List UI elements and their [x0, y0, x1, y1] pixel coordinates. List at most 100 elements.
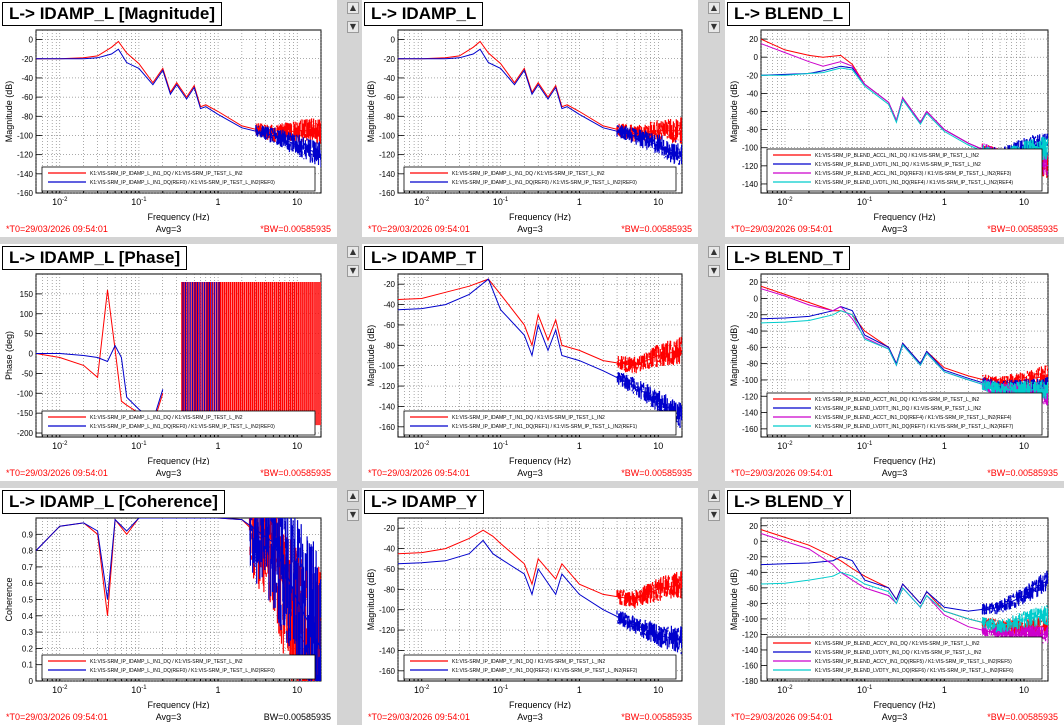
- plot-area[interactable]: 150 100 50 0 -50 -100 -150 -200 10-2 10-1 1 10 Frequ…: [0, 244, 337, 465]
- x-tick-label: 10-1: [857, 685, 873, 695]
- x-tick-label: 10: [653, 441, 663, 451]
- plot-area[interactable]: -20 -40 -60 -80 -100 -120 -140 -160 10-2 10-1 1 10 F…: [362, 488, 698, 709]
- plot-area[interactable]: 20 0 -20 -40 -60 -80 -100 -120 -140 -160 -180 10-2 1…: [725, 488, 1064, 709]
- plot-panel[interactable]: L-> IDAMP_L [Magnitude] 0 -20 -40 -60 -80 -100…: [0, 0, 337, 237]
- plot-footer: *T0=29/03/2026 09:54:01 Avg=3 *BW=0.0058…: [362, 711, 698, 725]
- plot-area[interactable]: 20 0 -20 -40 -60 -80 -100 -120 -140 10-2 10-1 1 10 Fr…: [725, 0, 1064, 221]
- y-tick-label: -50: [21, 369, 33, 378]
- series-line: [398, 278, 682, 367]
- legend: K1:VIS-SRM_IP_IDAMP_T_IN1_DQ / K1:VIS-SR…: [403, 410, 677, 436]
- y-axis-label: Magnitude (dB): [4, 81, 14, 143]
- t0-timestamp: *T0=29/03/2026 09:54:01: [6, 468, 108, 478]
- x-tick-label: 10-2: [52, 685, 68, 695]
- y-tick-label: -120: [742, 392, 759, 401]
- t0-timestamp: *T0=29/03/2026 09:54:01: [731, 224, 833, 234]
- bandwidth: *BW=0.00585935: [621, 224, 692, 234]
- y-tick-label: -40: [383, 74, 395, 83]
- plot-footer: *T0=29/03/2026 09:54:01 Avg=3 *BW=0.0058…: [725, 223, 1064, 237]
- plot-area[interactable]: 20 0 -20 -40 -60 -80 -100 -120 -140 -160 10-2 10-1 1…: [725, 244, 1064, 465]
- scroll-up-button[interactable]: ▲: [708, 246, 720, 258]
- scroll-down-button[interactable]: ▼: [708, 265, 720, 277]
- plot-footer: *T0=29/03/2026 09:54:01 Avg=3 *BW=0.0058…: [362, 223, 698, 237]
- plot-title: L-> IDAMP_L: [364, 2, 484, 26]
- legend-entry: K1:VIS-SRM_IP_BLEND_ACCL_IN1_DQ / K1:VIS…: [815, 153, 979, 159]
- plot-panel[interactable]: L-> IDAMP_L [Phase] 150 100 50 0 -50 -100 -150 -…: [0, 244, 337, 481]
- legend-entry: K1:VIS-SRM_IP_BLEND_LVDTL_IN1_DQ / K1:VI…: [815, 162, 981, 168]
- bandwidth: *BW=0.00585935: [987, 712, 1058, 722]
- y-tick-label: -160: [379, 189, 396, 198]
- plot-area[interactable]: -20 -40 -60 -80 -100 -120 -140 -160 10-2 10-1 1 10 F…: [362, 244, 698, 465]
- x-tick-label: 10: [653, 685, 663, 695]
- plot-title: L-> IDAMP_T: [364, 246, 484, 270]
- scroll-down-button[interactable]: ▼: [708, 21, 720, 33]
- legend: K1:VIS-SRM_IP_IDAMP_L_IN1_DQ / K1:VIS-SR…: [41, 166, 316, 192]
- y-axis-label: Magnitude (dB): [729, 569, 739, 631]
- legend-entry: K1:VIS-SRM_IP_IDAMP_L_IN1_DQ / K1:VIS-SR…: [90, 171, 243, 177]
- panel-separator: [337, 0, 362, 725]
- y-tick-label: -80: [746, 599, 758, 608]
- legend: K1:VIS-SRM_IP_IDAMP_L_IN1_DQ / K1:VIS-SR…: [41, 654, 316, 680]
- y-tick-label: -40: [746, 89, 758, 98]
- legend-entry: K1:VIS-SRM_IP_BLEND_ACCY_IN1_DQ(REF5) / …: [815, 659, 1012, 665]
- y-tick-label: -60: [383, 321, 395, 330]
- y-tick-label: -20: [746, 311, 758, 320]
- x-tick-label: 10-2: [414, 197, 430, 207]
- plot-panel[interactable]: L-> IDAMP_L [Coherence] 0.9 0.8 0.7 0.6 0.5 0.…: [0, 488, 337, 725]
- x-tick-label: 1: [577, 441, 582, 451]
- legend-entry: K1:VIS-SRM_IP_IDAMP_T_IN1_DQ / K1:VIS-SR…: [452, 415, 605, 421]
- y-tick-label: -120: [379, 151, 396, 160]
- legend-entry: K1:VIS-SRM_IP_IDAMP_L_IN1_DQ / K1:VIS-SR…: [452, 171, 605, 177]
- average-count: Avg=3: [155, 468, 182, 478]
- plot-panel[interactable]: L-> BLEND_L 20 0 -20 -40 -60 -80 -100 -120 -140 10…: [725, 0, 1064, 237]
- plot-panel[interactable]: L-> IDAMP_Y -20 -40 -60 -80 -100 -120 -140 -160 1…: [362, 488, 698, 725]
- plot-area[interactable]: 0 -20 -40 -60 -80 -100 -120 -140 -160 10-2 10-1 1 10…: [0, 0, 337, 221]
- x-tick-label: 10-1: [493, 441, 509, 451]
- x-axis-label: Frequency (Hz): [147, 212, 209, 221]
- y-tick-label: -40: [746, 327, 758, 336]
- average-count: Avg=3: [155, 224, 182, 234]
- x-axis-label: Frequency (Hz): [509, 456, 571, 465]
- plot-panel[interactable]: L-> IDAMP_T -20 -40 -60 -80 -100 -120 -140 -160 1…: [362, 244, 698, 481]
- x-tick-label: 1: [216, 197, 221, 207]
- y-tick-label: -140: [742, 646, 759, 655]
- legend: K1:VIS-SRM_IP_BLEND_ACCL_IN1_DQ / K1:VIS…: [766, 148, 1043, 192]
- series-noise: [616, 610, 682, 655]
- bandwidth: *BW=0.00585935: [621, 468, 692, 478]
- scroll-down-button[interactable]: ▼: [347, 21, 359, 33]
- legend-entry: K1:VIS-SRM_IP_IDAMP_L_IN1_DQ / K1:VIS-SR…: [90, 415, 243, 421]
- scroll-up-button[interactable]: ▲: [347, 490, 359, 502]
- x-tick-label: 10: [292, 441, 302, 451]
- average-count: Avg=3: [517, 712, 543, 722]
- x-tick-label: 1: [216, 685, 221, 695]
- series-line: [398, 529, 682, 601]
- scroll-up-button[interactable]: ▲: [708, 2, 720, 14]
- x-tick-label: 10-1: [131, 685, 147, 695]
- average-count: Avg=3: [517, 468, 543, 478]
- scroll-up-button[interactable]: ▲: [347, 2, 359, 14]
- plot-area[interactable]: 0 -20 -40 -60 -80 -100 -120 -140 -160 10-2 10-1 1 10…: [362, 0, 698, 221]
- plot-area[interactable]: 0.9 0.8 0.7 0.6 0.5 0.4 0.3 0.2 0.1 0 10-2 10-1 1 10 F…: [0, 488, 337, 709]
- panel-separator: [698, 0, 723, 725]
- plot-footer: *T0=29/03/2026 09:54:01 Avg=3 BW=0.00585…: [0, 711, 337, 725]
- y-tick-label: 50: [24, 330, 33, 339]
- series-noise: [616, 336, 682, 374]
- plot-panel[interactable]: L-> BLEND_Y 20 0 -20 -40 -60 -80 -100 -120 -140 -1…: [725, 488, 1064, 725]
- scroll-down-button[interactable]: ▼: [347, 509, 359, 521]
- x-tick-label: 10-2: [777, 441, 793, 451]
- scroll-down-button[interactable]: ▼: [347, 265, 359, 277]
- y-tick-label: 0.5: [22, 596, 34, 605]
- series-line: [36, 40, 321, 135]
- plot-panel[interactable]: L-> IDAMP_L 0 -20 -40 -60 -80 -100 -120 -140 -160…: [362, 0, 698, 237]
- x-tick-label: 10-1: [857, 197, 873, 207]
- x-tick-label: 1: [942, 441, 947, 451]
- y-tick-label: 0: [754, 294, 759, 303]
- y-tick-label: -120: [379, 382, 396, 391]
- plot-panel[interactable]: L-> BLEND_T 20 0 -20 -40 -60 -80 -100 -120 -140 -1…: [725, 244, 1064, 481]
- y-tick-label: -40: [383, 545, 395, 554]
- legend-entry: K1:VIS-SRM_IP_IDAMP_L_IN1_DQ(REF0) / K1:…: [452, 180, 637, 186]
- scroll-up-button[interactable]: ▲: [347, 246, 359, 258]
- scroll-down-button[interactable]: ▼: [708, 509, 720, 521]
- series-noise: [981, 570, 1048, 615]
- y-tick-label: -20: [383, 280, 395, 289]
- scroll-up-button[interactable]: ▲: [708, 490, 720, 502]
